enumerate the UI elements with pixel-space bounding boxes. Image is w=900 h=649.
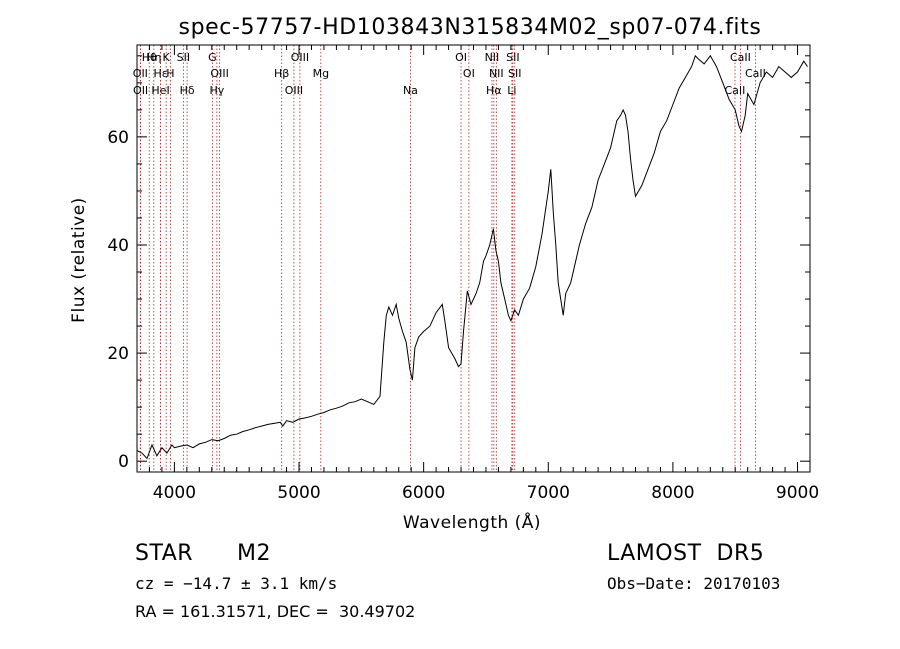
line-label: NII	[485, 51, 500, 64]
redshift-value: cz = −14.7 ± 3.1 km/s	[135, 574, 338, 593]
line-label: SII	[177, 51, 190, 64]
spectrum-line	[136, 54, 808, 460]
line-label: NII	[489, 67, 504, 80]
x-axis-label: Wavelength (Å)	[403, 511, 541, 533]
line-label: Na	[403, 84, 418, 97]
x-tick-label: 8000	[651, 483, 694, 503]
line-label: CaII	[725, 84, 746, 97]
line-label: Hβ	[274, 67, 289, 80]
x-tick-label: 4000	[153, 483, 196, 503]
line-label: SII	[508, 67, 521, 80]
line-label: Hα	[486, 84, 502, 97]
line-label: OII	[133, 67, 148, 80]
observation-date: Obs−Date: 20170103	[607, 574, 781, 593]
line-label: Hθ	[142, 51, 157, 64]
line-label: HeI	[151, 84, 169, 97]
chart-title: spec-57757-HD103843N315834M02_sp07-074.f…	[179, 15, 762, 40]
line-label: CaII	[730, 51, 751, 64]
line-label: OIII	[210, 67, 228, 80]
line-label: OIII	[285, 84, 303, 97]
line-label: OIII	[291, 51, 309, 64]
x-axis: 4000 5000 6000 7000 8000 9000	[136, 45, 819, 503]
survey-name: LAMOST DR5	[607, 541, 765, 566]
line-label: Hη	[146, 51, 161, 64]
y-tick-label: 20	[107, 344, 129, 364]
plot-frame	[136, 44, 811, 473]
line-label: K	[163, 51, 171, 64]
line-label: OII	[133, 84, 148, 97]
line-label: Li	[507, 84, 516, 97]
y-axis: 0 20 40 60	[107, 55, 810, 472]
line-label: Hδ	[180, 84, 195, 97]
y-tick-label: 60	[107, 128, 129, 148]
line-label: SII	[506, 51, 519, 64]
x-tick-label: 9000	[776, 483, 819, 503]
coordinates: RA = 161.31571, DEC = 30.49702	[135, 602, 416, 621]
line-label: CaII	[745, 67, 766, 80]
x-tick-label: 5000	[277, 483, 320, 503]
emission-line-markers	[139, 45, 756, 472]
line-label: H	[166, 67, 174, 80]
y-tick-label: 40	[107, 236, 129, 256]
line-label: G	[208, 51, 217, 64]
line-label: Mg	[313, 67, 329, 80]
subclass: M2	[237, 541, 271, 566]
object-class: STAR	[135, 541, 194, 566]
y-axis-label: Flux (relative)	[69, 197, 89, 323]
line-label: Hε	[153, 67, 167, 80]
y-tick-label: 0	[118, 452, 129, 472]
line-label: OI	[463, 67, 475, 80]
emission-line-labels: HθOIIOIIHηHεHeIKHHδSIIOIIIHγGHβOIIIOIIIM…	[133, 51, 766, 97]
line-label: OI	[455, 51, 467, 64]
line-label: Hγ	[209, 84, 224, 97]
x-tick-label: 7000	[527, 483, 570, 503]
x-tick-label: 6000	[402, 483, 445, 503]
